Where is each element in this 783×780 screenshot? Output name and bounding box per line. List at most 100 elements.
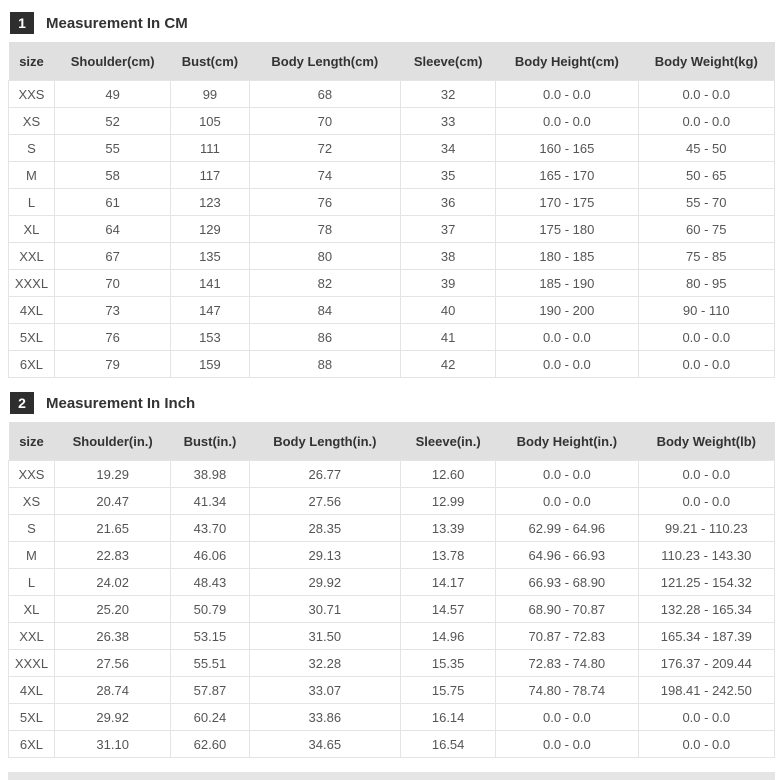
measurement-cell: 60 - 75 bbox=[637, 215, 776, 243]
table-row: XL 25.20 50.79 30.71 14.57 68.90 - 70.87 132.2… bbox=[8, 595, 776, 623]
measurement-cell: 58 bbox=[53, 161, 172, 189]
measurement-cell: 0.0 - 0.0 bbox=[495, 730, 639, 758]
measurement-cell: 53.15 bbox=[170, 622, 250, 650]
measurement-cell: 31.10 bbox=[53, 730, 172, 758]
measurement-cell: 0.0 - 0.0 bbox=[495, 350, 639, 378]
measurement-cell: 132.28 - 165.34 bbox=[637, 595, 776, 623]
measurement-cell: 41 bbox=[400, 323, 497, 351]
measurement-cell: 0.0 - 0.0 bbox=[637, 460, 776, 488]
measurement-cell: 0.0 - 0.0 bbox=[637, 487, 776, 515]
size-label-cell: S bbox=[8, 134, 55, 162]
table-row: 4XL 28.74 57.87 33.07 15.75 74.80 - 78.74 198.… bbox=[8, 676, 776, 704]
measurement-cell: 99 bbox=[170, 80, 250, 108]
table-row: XXL 67 135 80 38 180 - 185 75 - 85 bbox=[8, 242, 776, 270]
table-row: XXXL 70 141 82 39 185 - 190 80 - 95 bbox=[8, 269, 776, 297]
measurement-cell: 66.93 - 68.90 bbox=[495, 568, 639, 596]
column-header: Bust(cm) bbox=[170, 42, 249, 81]
column-header: Bust(in.) bbox=[170, 422, 249, 461]
measurement-cell: 13.39 bbox=[400, 514, 497, 542]
column-header: Shoulder(cm) bbox=[54, 42, 171, 81]
size-label-cell: 5XL bbox=[8, 703, 55, 731]
measurement-cell: 12.60 bbox=[400, 460, 497, 488]
measurement-cell: 170 - 175 bbox=[495, 188, 639, 216]
measurement-cell: 45 - 50 bbox=[637, 134, 776, 162]
measurement-cell: 80 bbox=[248, 242, 402, 270]
size-label-cell: XS bbox=[8, 107, 55, 135]
measurement-cell: 165 - 170 bbox=[495, 161, 639, 189]
measurement-cell: 185 - 190 bbox=[495, 269, 639, 297]
size-label-cell: XXL bbox=[8, 242, 55, 270]
measurement-cell: 76 bbox=[53, 323, 172, 351]
measurement-cell: 29.92 bbox=[248, 568, 402, 596]
measurement-cell: 32 bbox=[400, 80, 497, 108]
size-label-cell: XS bbox=[8, 487, 55, 515]
measurement-cell: 70 bbox=[53, 269, 172, 297]
size-label-cell: L bbox=[8, 568, 55, 596]
measurement-cell: 0.0 - 0.0 bbox=[495, 703, 639, 731]
size-label-cell: XL bbox=[8, 215, 55, 243]
measurement-table-cm: size Shoulder(cm) Bust(cm) Body Length(cm) S… bbox=[8, 42, 776, 378]
column-header: Body Weight(lb) bbox=[638, 422, 775, 461]
measurement-cell: 160 - 165 bbox=[495, 134, 639, 162]
measurement-cell: 198.41 - 242.50 bbox=[637, 676, 776, 704]
table-row: 5XL 76 153 86 41 0.0 - 0.0 0.0 - 0.0 bbox=[8, 323, 776, 351]
column-header: size bbox=[8, 42, 55, 81]
size-label-cell: L bbox=[8, 188, 55, 216]
measurement-cell: 70.87 - 72.83 bbox=[495, 622, 639, 650]
measurement-cell: 62.60 bbox=[170, 730, 250, 758]
measurement-cell: 28.35 bbox=[248, 514, 402, 542]
measurement-cell: 61 bbox=[53, 188, 172, 216]
measurement-cell: 36 bbox=[400, 188, 497, 216]
measurement-cell: 88 bbox=[248, 350, 402, 378]
section-title: Measurement In CM bbox=[46, 14, 188, 32]
column-header: Body Height(in.) bbox=[495, 422, 639, 461]
measurement-cell: 32.28 bbox=[248, 649, 402, 677]
measurement-cell: 0.0 - 0.0 bbox=[495, 487, 639, 515]
measurement-cell: 84 bbox=[248, 296, 402, 324]
table-row: 5XL 29.92 60.24 33.86 16.14 0.0 - 0.0 0.0 - 0.… bbox=[8, 703, 776, 731]
measurement-cell: 99.21 - 110.23 bbox=[637, 514, 776, 542]
measurement-cell: 68 bbox=[248, 80, 402, 108]
measurement-cell: 29.92 bbox=[53, 703, 172, 731]
column-header: size bbox=[8, 422, 55, 461]
measurement-cell: 0.0 - 0.0 bbox=[637, 107, 776, 135]
section-number-badge: 2 bbox=[10, 392, 34, 414]
size-label-cell: 4XL bbox=[8, 296, 55, 324]
measurement-cell: 43.70 bbox=[170, 514, 250, 542]
measurement-cell: 33.86 bbox=[248, 703, 402, 731]
measurement-cell: 50 - 65 bbox=[637, 161, 776, 189]
size-label-cell: 6XL bbox=[8, 350, 55, 378]
measurement-cell: 73 bbox=[53, 296, 172, 324]
measurement-cell: 21.65 bbox=[53, 514, 172, 542]
measurement-cell: 72 bbox=[248, 134, 402, 162]
measurement-cell: 38 bbox=[400, 242, 497, 270]
size-label-cell: 6XL bbox=[8, 730, 55, 758]
table-row: XXL 26.38 53.15 31.50 14.96 70.87 - 72.83 165.… bbox=[8, 622, 776, 650]
column-header: Body Height(cm) bbox=[495, 42, 639, 81]
next-section-top-edge bbox=[8, 772, 775, 780]
table-row: M 58 117 74 35 165 - 170 50 - 65 bbox=[8, 161, 776, 189]
measurement-cell: 67 bbox=[53, 242, 172, 270]
size-label-cell: XXS bbox=[8, 80, 55, 108]
measurement-cell: 79 bbox=[53, 350, 172, 378]
measurement-cell: 105 bbox=[170, 107, 250, 135]
column-header: Shoulder(in.) bbox=[54, 422, 171, 461]
size-label-cell: M bbox=[8, 161, 55, 189]
table-row: 4XL 73 147 84 40 190 - 200 90 - 110 bbox=[8, 296, 776, 324]
measurement-cell: 0.0 - 0.0 bbox=[637, 703, 776, 731]
measurement-cell: 27.56 bbox=[248, 487, 402, 515]
table-row: XS 20.47 41.34 27.56 12.99 0.0 - 0.0 0.0 - 0.0 bbox=[8, 487, 776, 515]
measurement-cell: 15.35 bbox=[400, 649, 497, 677]
measurement-cell: 34.65 bbox=[248, 730, 402, 758]
table-row: S 21.65 43.70 28.35 13.39 62.99 - 64.96 99.21 … bbox=[8, 514, 776, 542]
table-row: S 55 111 72 34 160 - 165 45 - 50 bbox=[8, 134, 776, 162]
measurement-cell: 14.17 bbox=[400, 568, 497, 596]
measurement-cell: 0.0 - 0.0 bbox=[637, 323, 776, 351]
size-label-cell: S bbox=[8, 514, 55, 542]
measurement-cell: 35 bbox=[400, 161, 497, 189]
table-row: XXS 49 99 68 32 0.0 - 0.0 0.0 - 0.0 bbox=[8, 80, 776, 108]
column-header: Sleeve(in.) bbox=[400, 422, 496, 461]
measurement-cell: 28.74 bbox=[53, 676, 172, 704]
measurement-cell: 14.57 bbox=[400, 595, 497, 623]
